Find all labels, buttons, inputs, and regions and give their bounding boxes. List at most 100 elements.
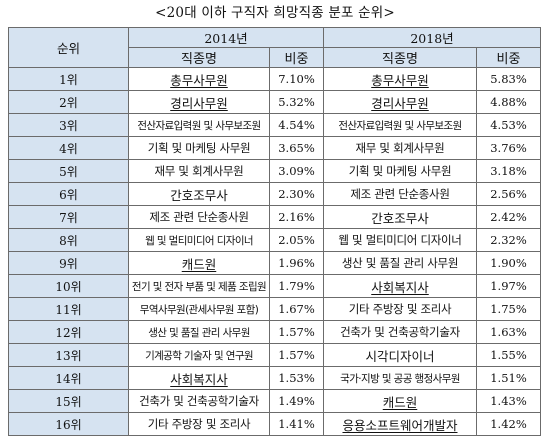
job-cell-2014: 웹 및 멀티미디어 디자이너	[128, 228, 270, 252]
share-cell-2018: 1.90%	[476, 251, 541, 275]
job-cell-2018: 국가·지방 및 공공 행정사무원	[323, 366, 477, 390]
job-cell-2018: 총무사무원	[323, 67, 477, 91]
share-cell-2014: 1.57%	[269, 343, 324, 367]
job-cell-2014: 생산 및 품질 관리 사무원	[128, 320, 270, 344]
share-cell-2014: 3.65%	[269, 136, 324, 160]
share-cell-2018: 4.53%	[476, 113, 541, 137]
job-cell-2018: 간호조무사	[323, 205, 477, 229]
table-row: 1위 총무사무원 7.10% 총무사무원 5.83%	[8, 67, 541, 91]
share-2018-header: 비중	[476, 47, 541, 68]
table-row: 12위 생산 및 품질 관리 사무원 1.57% 건축가 및 건축공학기술자 1…	[8, 320, 541, 344]
rank-cell: 8위	[8, 228, 129, 252]
rank-cell: 12위	[8, 320, 129, 344]
share-cell-2018: 3.76%	[476, 136, 541, 160]
job-cell-2014: 기획 및 마케팅 사무원	[128, 136, 270, 160]
job-cell-2018: 기획 및 마케팅 사무원	[323, 159, 477, 183]
rank-cell: 15위	[8, 389, 129, 413]
job-cell-2014: 총무사무원	[128, 67, 270, 91]
table-row: 11위 무역사무원(관세사무원 포함) 1.67% 기타 주방장 및 조리사 1…	[8, 297, 541, 321]
rank-cell: 2위	[8, 90, 129, 114]
job-cell-2014: 전산자료입력원 및 사무보조원	[128, 113, 270, 137]
share-cell-2018: 2.56%	[476, 182, 541, 206]
job-cell-2014: 사회복지사	[128, 366, 270, 390]
share-cell-2018: 1.55%	[476, 343, 541, 367]
table-title: <20대 이하 구직자 희망직종 분포 순위>	[155, 5, 395, 21]
job-distribution-table: 순위 2014년 2018년 직종명 비중 직종명 비중 1위 총무사무원 7.…	[8, 27, 541, 436]
share-cell-2014: 2.30%	[269, 182, 324, 206]
table-row: 15위 건축가 및 건축공학기술자 1.49% 캐드원 1.43%	[8, 389, 541, 413]
table-row: 7위 제조 관련 단순종사원 2.16% 간호조무사 2.42%	[8, 205, 541, 229]
share-cell-2018: 1.51%	[476, 366, 541, 390]
share-cell-2014: 7.10%	[269, 67, 324, 91]
job-cell-2018: 재무 및 회계사무원	[323, 136, 477, 160]
table-row: 9위 캐드원 1.96% 생산 및 품질 관리 사무원 1.90%	[8, 251, 541, 275]
job-cell-2018: 캐드원	[323, 389, 477, 413]
job-cell-2014: 무역사무원(관세사무원 포함)	[128, 297, 270, 321]
job-cell-2014: 재무 및 회계사무원	[128, 159, 270, 183]
job-cell-2014: 기계공학 기술자 및 연구원	[128, 343, 270, 367]
job-cell-2018: 웹 및 멀티미디어 디자이너	[323, 228, 477, 252]
share-cell-2014: 1.67%	[269, 297, 324, 321]
job-cell-2014: 캐드원	[128, 251, 270, 275]
share-cell-2018: 2.42%	[476, 205, 541, 229]
table-row: 5위 재무 및 회계사무원 3.09% 기획 및 마케팅 사무원 3.18%	[8, 159, 541, 183]
job-cell-2014: 제조 관련 단순종사원	[128, 205, 270, 229]
share-cell-2014: 1.79%	[269, 274, 324, 298]
job-2014-header: 직종명	[128, 47, 270, 68]
rank-cell: 7위	[8, 205, 129, 229]
rank-cell: 6위	[8, 182, 129, 206]
table-row: 3위 전산자료입력원 및 사무보조원 4.54% 전산자료입력원 및 사무보조원…	[8, 113, 541, 137]
rank-cell: 9위	[8, 251, 129, 275]
share-cell-2018: 1.75%	[476, 297, 541, 321]
rank-cell: 1위	[8, 67, 129, 91]
table-row: 8위 웹 및 멀티미디어 디자이너 2.05% 웹 및 멀티미디어 디자이너 2…	[8, 228, 541, 252]
year-2014-header: 2014년	[128, 27, 324, 48]
table-row: 6위 간호조무사 2.30% 제조 관련 단순종사원 2.56%	[8, 182, 541, 206]
share-cell-2018: 1.63%	[476, 320, 541, 344]
job-cell-2018: 제조 관련 단순종사원	[323, 182, 477, 206]
rank-cell: 3위	[8, 113, 129, 137]
rank-header: 순위	[8, 27, 129, 68]
rank-cell: 11위	[8, 297, 129, 321]
share-cell-2014: 2.16%	[269, 205, 324, 229]
share-cell-2018: 4.88%	[476, 90, 541, 114]
share-cell-2014: 1.96%	[269, 251, 324, 275]
share-cell-2014: 3.09%	[269, 159, 324, 183]
rank-cell: 10위	[8, 274, 129, 298]
share-cell-2014: 5.32%	[269, 90, 324, 114]
job-cell-2018: 기타 주방장 및 조리사	[323, 297, 477, 321]
job-cell-2018: 전산자료입력원 및 사무보조원	[323, 113, 477, 137]
job-cell-2018: 경리사무원	[323, 90, 477, 114]
share-cell-2018: 3.18%	[476, 159, 541, 183]
rank-cell: 14위	[8, 366, 129, 390]
job-cell-2018: 건축가 및 건축공학기술자	[323, 320, 477, 344]
table-row: 14위 사회복지사 1.53% 국가·지방 및 공공 행정사무원 1.51%	[8, 366, 541, 390]
year-2018-header: 2018년	[323, 27, 541, 48]
job-cell-2014: 경리사무원	[128, 90, 270, 114]
share-cell-2018: 2.32%	[476, 228, 541, 252]
share-cell-2014: 1.57%	[269, 320, 324, 344]
job-cell-2018: 사회복지사	[323, 274, 477, 298]
job-cell-2014: 전기 및 전자 부품 및 제품 조립원	[128, 274, 270, 298]
table-row: 2위 경리사무원 5.32% 경리사무원 4.88%	[8, 90, 541, 114]
job-cell-2018: 시각디자이너	[323, 343, 477, 367]
share-2014-header: 비중	[269, 47, 324, 68]
document-page: <20대 이하 구직자 희망직종 분포 순위> 순위 2014년 2018년 직…	[8, 5, 541, 436]
table-row: 10위 전기 및 전자 부품 및 제품 조립원 1.79% 사회복지사 1.97…	[8, 274, 541, 298]
rank-cell: 13위	[8, 343, 129, 367]
share-cell-2014: 1.49%	[269, 389, 324, 413]
job-cell-2014: 건축가 및 건축공학기술자	[128, 389, 270, 413]
share-cell-2014: 4.54%	[269, 113, 324, 137]
share-cell-2018: 1.97%	[476, 274, 541, 298]
share-cell-2014: 2.05%	[269, 228, 324, 252]
table-row: 4위 기획 및 마케팅 사무원 3.65% 재무 및 회계사무원 3.76%	[8, 136, 541, 160]
rank-cell: 4위	[8, 136, 129, 160]
table-row: 13위 기계공학 기술자 및 연구원 1.57% 시각디자이너 1.55%	[8, 343, 541, 367]
rank-cell: 5위	[8, 159, 129, 183]
share-cell-2018: 5.83%	[476, 67, 541, 91]
job-cell-2018: 생산 및 품질 관리 사무원	[323, 251, 477, 275]
job-cell-2014: 간호조무사	[128, 182, 270, 206]
share-cell-2014: 1.53%	[269, 366, 324, 390]
share-cell-2018: 1.43%	[476, 389, 541, 413]
job-2018-header: 직종명	[323, 47, 477, 68]
